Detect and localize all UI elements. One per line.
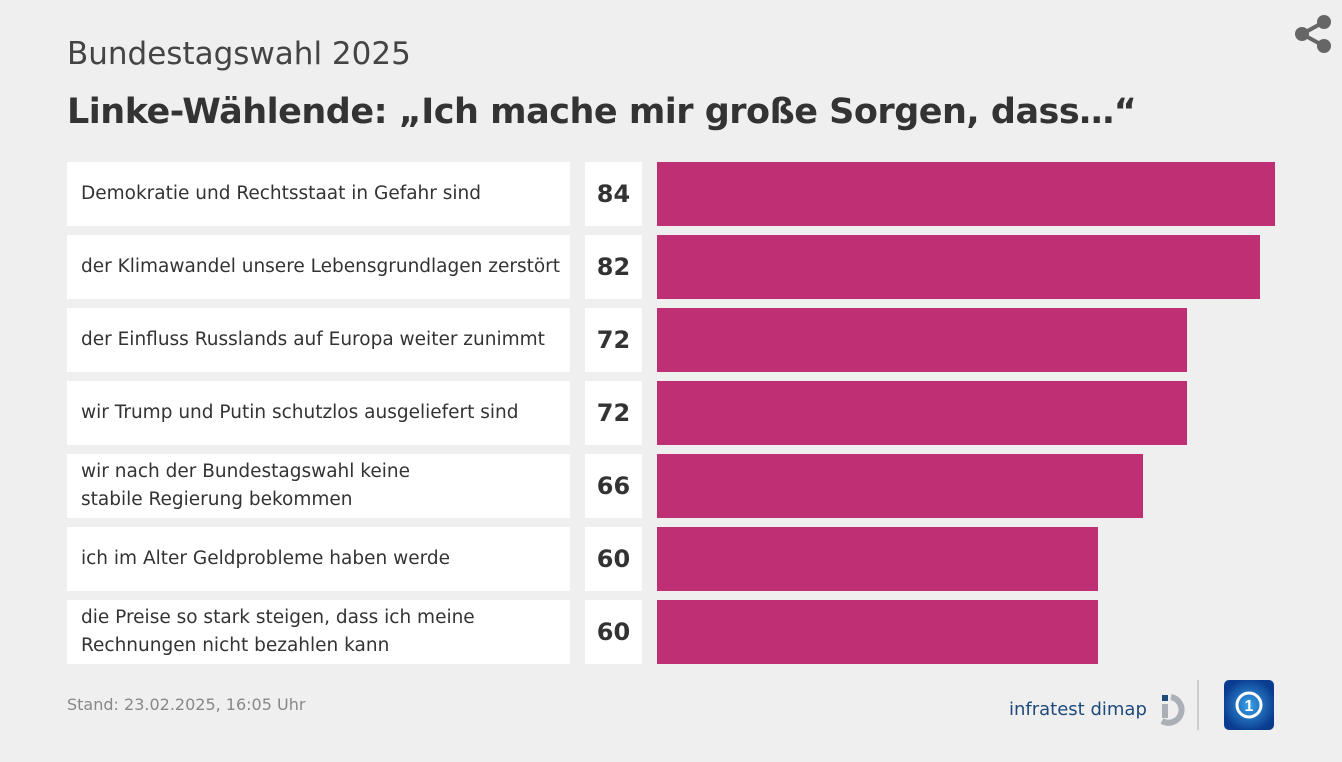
bar (657, 527, 1099, 591)
bar (657, 308, 1187, 372)
bar (657, 381, 1187, 445)
value-label: 60 (585, 600, 642, 664)
category-label: wir Trump und Putin schutzlos ausgeliefe… (67, 381, 570, 445)
value-label: 82 (585, 235, 642, 299)
bar-row: der Einfluss Russlands auf Europa weiter… (67, 308, 1342, 372)
value-label: 66 (585, 454, 642, 518)
category-label: der Einfluss Russlands auf Europa weiter… (67, 308, 570, 372)
divider (1197, 680, 1199, 730)
bar-row: der Klimawandel unsere Lebensgrundlagen … (67, 235, 1342, 299)
category-label: die Preise so stark steigen, dass ich me… (67, 600, 570, 664)
category-label: ich im Alter Geldprobleme haben werde (67, 527, 570, 591)
timestamp: Stand: 23.02.2025, 16:05 Uhr (67, 695, 306, 714)
bar-row: die Preise so stark steigen, dass ich me… (67, 600, 1342, 664)
bar-row: ich im Alter Geldprobleme haben werde 60 (67, 527, 1342, 591)
chart-title: Linke-Wählende: „Ich mache mir große Sor… (67, 92, 1137, 132)
infratest-logo-text: infratest dimap (1009, 699, 1147, 720)
bar (657, 235, 1261, 299)
bar (657, 162, 1275, 226)
category-label: Demokratie und Rechtsstaat in Gefahr sin… (67, 162, 570, 226)
infratest-mark-icon (1160, 694, 1185, 726)
bar (657, 600, 1099, 664)
category-label: wir nach der Bundestagswahl keine stabile… (67, 454, 570, 518)
bar (657, 454, 1143, 518)
value-label: 60 (585, 527, 642, 591)
svg-text:1: 1 (1245, 698, 1254, 715)
value-label: 84 (585, 162, 642, 226)
bar-row: wir nach der Bundestagswahl keine stabile… (67, 454, 1342, 518)
value-label: 72 (585, 381, 642, 445)
category-label: der Klimawandel unsere Lebensgrundlagen … (67, 235, 570, 299)
tagesschau-logo: 1 (1224, 680, 1274, 730)
value-label: 72 (585, 308, 642, 372)
share-icon[interactable] (1292, 14, 1334, 58)
bar-row: Demokratie und Rechtsstaat in Gefahr sin… (67, 162, 1342, 226)
bar-row: wir Trump und Putin schutzlos ausgeliefe… (67, 381, 1342, 445)
infratest-dimap-logo: infratest dimap (1009, 693, 1191, 727)
supertitle: Bundestagswahl 2025 (67, 36, 411, 72)
